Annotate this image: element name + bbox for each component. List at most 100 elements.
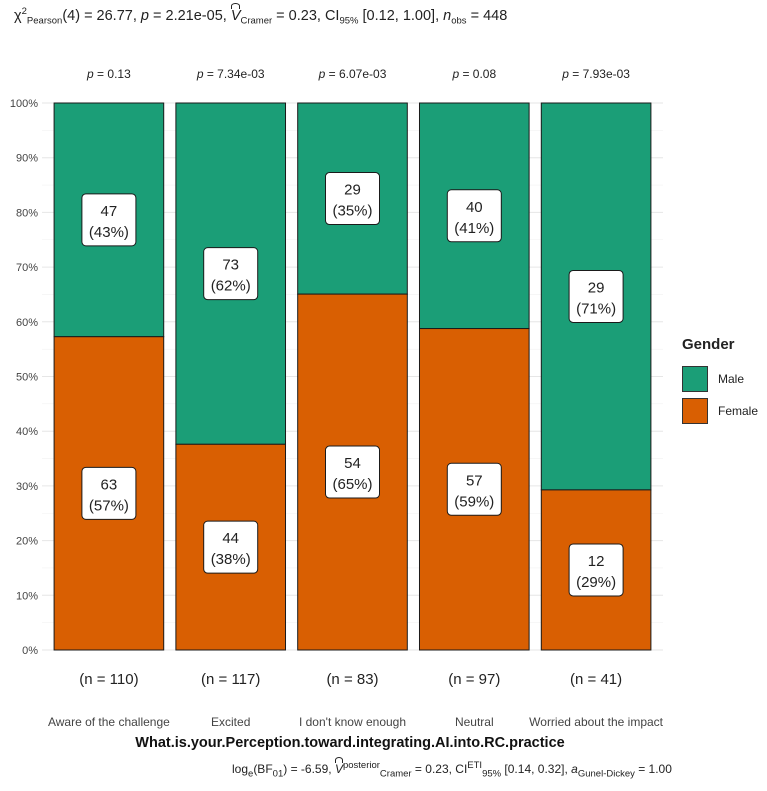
ci-eti-sup: ETI xyxy=(467,760,483,771)
p-value: = 0.13 xyxy=(94,67,131,81)
p-value: = 7.93e-03 xyxy=(569,67,630,81)
y-tick-label: 90% xyxy=(16,153,38,165)
percent-label-male: (62%) xyxy=(211,278,251,295)
v-value: = 0.23, CI xyxy=(272,7,340,24)
percent-label-female: (29%) xyxy=(576,574,616,591)
chart-caption: loge(BF01) = -6.59, VposteriorCramer = 0… xyxy=(232,760,672,779)
x-axis: (n = 110) Aware of the challenge (n = 117)… xyxy=(48,671,664,729)
x-tick-label: Neutral xyxy=(455,715,494,729)
ci-eti-value: [0.14, 0.32], xyxy=(501,762,572,776)
legend: Gender Male Female xyxy=(682,336,758,427)
x-tick-label: Aware of the challenge xyxy=(48,715,170,729)
y-axis: 0% 10% 20% 30% 40% 50% 60% 70% 80% 90% 100% xyxy=(10,98,38,657)
y-tick-label: 30% xyxy=(16,481,38,493)
p-symbol: p xyxy=(196,67,204,81)
p-value-label: p = 7.93e-03 xyxy=(561,67,630,81)
v-sub: Cramer xyxy=(240,15,273,27)
label-box-male xyxy=(568,269,624,323)
total-n-label: (n = 97) xyxy=(448,671,500,688)
chart-subtitle: χ2Pearson(4) = 26.77, p = 2.21e-05, VCra… xyxy=(14,6,507,27)
label-box-male xyxy=(203,247,259,301)
count-label-female: 54 xyxy=(344,455,361,472)
chi-sup: 2 xyxy=(21,6,27,17)
legend-key-male xyxy=(682,366,708,392)
a-label: a xyxy=(571,762,578,776)
bar-female-i-don-t-know-enough xyxy=(297,293,408,651)
total-n-label: (n = 110) xyxy=(79,671,138,688)
label-box-male xyxy=(81,193,137,247)
p-value-label: p = 7.34e-03 xyxy=(196,67,265,81)
percent-label-female: (65%) xyxy=(332,476,372,493)
count-label-male: 40 xyxy=(466,199,483,216)
x-tick-label: Worried about the impact xyxy=(529,715,664,729)
legend-label-male: Male xyxy=(718,372,745,386)
bf-sub: 01 xyxy=(272,768,284,780)
chi-value: (4) = 26.77, xyxy=(62,7,141,24)
a-value: = 1.00 xyxy=(634,762,672,776)
ci-eti-sub: 95% xyxy=(482,768,502,780)
count-label-male: 29 xyxy=(344,182,361,199)
bf-value: ) = -6.59, xyxy=(283,762,335,776)
v-posterior-sub: Cramer xyxy=(379,768,412,780)
percent-label-female: (57%) xyxy=(89,497,129,514)
legend-key-female xyxy=(682,398,708,424)
total-n-label: (n = 83) xyxy=(326,671,378,688)
y-tick-label: 70% xyxy=(16,262,38,274)
n-sub: obs xyxy=(451,15,467,27)
y-tick-label: 10% xyxy=(16,590,38,602)
legend-title: Gender xyxy=(682,336,735,353)
label-box-female xyxy=(203,520,259,574)
label-box-male xyxy=(325,172,380,226)
percent-label-male: (43%) xyxy=(89,224,129,241)
log-sub: e xyxy=(248,768,254,780)
count-label-female: 57 xyxy=(466,472,483,489)
v-posterior-value: = 0.23, CI xyxy=(411,762,468,776)
n-value: = 448 xyxy=(466,7,508,24)
y-tick-label: 20% xyxy=(16,536,38,548)
count-label-female: 63 xyxy=(101,476,118,493)
bf-label: (BF xyxy=(253,762,273,776)
count-label-male: 73 xyxy=(222,257,239,274)
chi-symbol: χ xyxy=(14,7,22,24)
x-tick-label: Excited xyxy=(211,715,250,729)
count-label-female: 12 xyxy=(588,553,605,570)
log-label: log xyxy=(232,762,249,776)
y-tick-label: 40% xyxy=(16,426,38,438)
bar-labels: 47 (43%) 63 (57%) 73 (62%) 44 (38%) 29 (35%) 54 (65… xyxy=(81,172,624,597)
y-tick-label: 60% xyxy=(16,317,38,329)
label-box-female xyxy=(568,543,624,597)
bars xyxy=(53,102,652,651)
percent-label-male: (35%) xyxy=(332,203,372,220)
p-value: = 6.07e-03 xyxy=(325,67,386,81)
percent-label-male: (71%) xyxy=(576,300,616,317)
p-value-label: p = 0.13 xyxy=(86,67,131,81)
count-label-female: 44 xyxy=(222,530,239,547)
total-n-label: (n = 117) xyxy=(201,671,260,688)
p-symbol: p xyxy=(451,67,459,81)
a-sub: Gunel-Dickey xyxy=(577,768,635,780)
n-label: n xyxy=(443,7,452,24)
y-tick-label: 50% xyxy=(16,372,38,384)
chi-sub: Pearson xyxy=(26,15,63,27)
v-symbol: V xyxy=(230,7,241,24)
legend-item-male: Male xyxy=(682,363,758,395)
label-box-female xyxy=(446,462,502,516)
p-value: = 7.34e-03 xyxy=(204,67,265,81)
p-value-label: p = 0.08 xyxy=(451,67,496,81)
percent-label-female: (38%) xyxy=(211,551,251,568)
v-posterior-symbol: V xyxy=(334,762,343,776)
p-symbol: p xyxy=(318,67,326,81)
legend-item-female: Female xyxy=(682,395,758,427)
x-tick-label: I don't know enough xyxy=(299,715,406,729)
y-tick-label: 100% xyxy=(10,98,38,110)
ci-sub: 95% xyxy=(339,15,359,27)
legend-label-female: Female xyxy=(718,404,759,418)
label-box-male xyxy=(446,189,502,243)
percent-label-female: (59%) xyxy=(454,493,494,510)
total-n-label: (n = 41) xyxy=(570,671,622,688)
x-axis-title: What.is.your.Perception.toward.integrati… xyxy=(135,735,564,751)
p-value: = 0.08 xyxy=(459,67,496,81)
label-box-female xyxy=(325,445,380,499)
percent-label-male: (41%) xyxy=(454,220,494,237)
